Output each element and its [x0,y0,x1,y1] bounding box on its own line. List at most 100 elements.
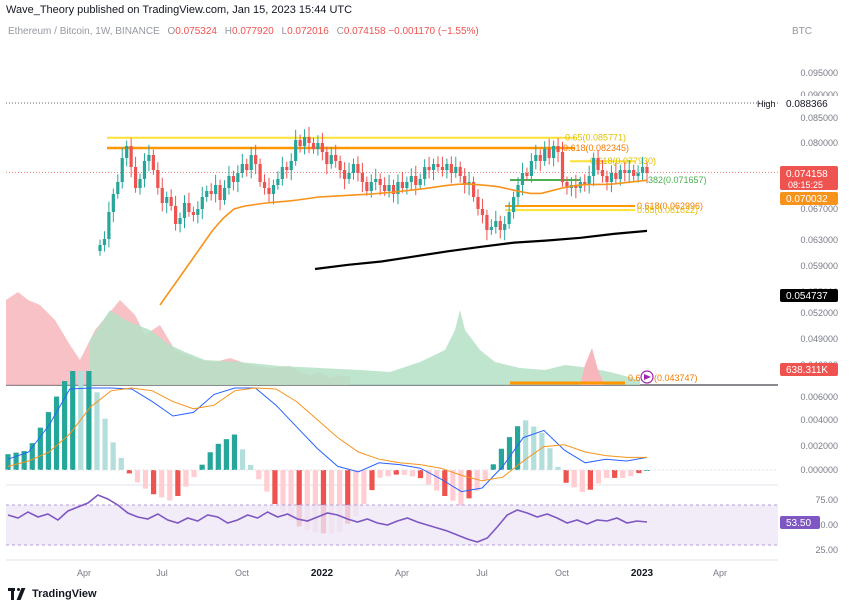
macd-histogram-bar [523,420,529,470]
rsi-badge [780,516,820,529]
candle-body [600,170,605,176]
candle-body [605,176,609,182]
macd-signal-line [7,387,647,482]
macd-histogram-bar [150,470,157,495]
candle [565,176,569,195]
candle [334,144,338,168]
candle [111,188,115,223]
fib-bottom-label-a: 0.6 [628,373,641,383]
candle-body [111,194,115,212]
candle-body [160,188,164,203]
rsi-band [6,505,778,545]
macd-histogram-bar [320,470,327,534]
macd-histogram-bar [142,470,149,489]
candle-body [267,188,271,194]
candle [494,210,498,234]
macd-line [7,387,648,493]
macd-histogram-bar [288,470,294,521]
macd-histogram-bar [595,470,602,484]
time-axis-tick: Oct [555,568,570,578]
macd-histogram-bar [207,452,213,470]
currency-label: BTC [792,26,812,37]
candle-body [178,218,182,224]
macd-histogram-bar [377,470,383,478]
candle [267,177,271,203]
candle-body [254,155,258,164]
macd-histogram-bar [191,470,197,478]
candle [236,165,240,193]
candle-body [200,197,204,209]
candle-body [503,224,507,230]
ema-badge [780,192,838,205]
candle-body [498,221,502,230]
price-axis-tick: 0.080000 [800,138,838,148]
candle [436,156,440,172]
candle [174,195,178,231]
candle-body [383,185,387,191]
candle [592,152,596,187]
candle-body [463,176,467,185]
macd-histogram-bar [21,451,27,470]
symbol-legend[interactable]: Ethereum / Bitcoin, 1W, BINANCE O0.07532… [8,26,479,37]
macd-histogram-bar [328,470,335,534]
candle [596,150,600,175]
close-label: C [336,26,344,37]
footer: TradingView [8,588,97,600]
candle-body [440,167,445,170]
candle [156,162,160,195]
candle-body [138,179,142,188]
candle-body [191,212,195,215]
candle-body [307,137,311,143]
candle [480,198,485,224]
candle-body [623,170,627,173]
volume-area-up [90,310,640,385]
candle-body [214,185,218,194]
candle [271,179,276,205]
candle-body [471,182,476,197]
candle-body [436,164,440,167]
macd-histogram-bar [474,470,480,491]
candle [583,174,587,192]
candle [374,168,378,191]
candle-body [525,173,529,176]
candle-body [222,188,227,200]
candle [556,138,560,163]
open-value: 0.075324 [175,26,217,37]
candle-body [454,167,458,173]
candle-body [485,215,489,230]
candle-body [360,173,364,182]
candle [365,176,369,196]
fib-065-low-label: 0.65(0.061622) [637,205,698,215]
candle-body [338,161,342,170]
candle-body [378,179,382,185]
macd-histogram-bar [547,448,553,470]
candle-body [102,239,107,245]
macd-histogram-bar [612,470,618,478]
candle [302,129,307,155]
macd-histogram-bar [175,470,181,496]
macd-histogram-bar [369,470,375,491]
candle-body [129,146,133,167]
ema-badge-value: 0.070032 [786,194,828,205]
candle-body [405,182,409,188]
macd-histogram-bar [442,470,448,497]
candle [525,167,529,181]
price-axis-tick: 0.063000 [800,235,838,245]
candle-body [205,191,209,197]
macd-histogram-bar [62,381,68,470]
candle-body [165,197,169,203]
candle-body [583,182,587,185]
candle [347,162,351,184]
candle-body [125,146,129,158]
candle [222,180,227,205]
candle [142,153,147,188]
candle-body [400,182,405,188]
candle [102,231,107,252]
candle [329,147,333,169]
macd-histogram-bar [5,454,11,470]
candle-body [347,173,351,179]
candle-body [289,161,293,170]
candle [511,191,516,219]
candle [423,159,427,186]
